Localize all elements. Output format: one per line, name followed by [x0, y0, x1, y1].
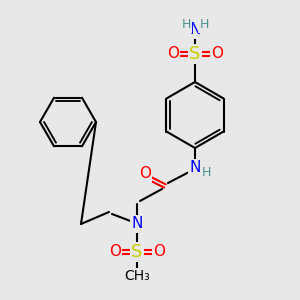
Text: N: N: [131, 217, 143, 232]
Text: O: O: [167, 46, 179, 62]
Text: O: O: [109, 244, 121, 260]
Text: H: H: [201, 166, 211, 178]
Text: O: O: [211, 46, 223, 62]
Text: N: N: [189, 22, 201, 38]
Text: H: H: [199, 19, 209, 32]
Text: N: N: [189, 160, 201, 175]
Text: O: O: [153, 244, 165, 260]
Text: H: H: [181, 19, 191, 32]
Text: O: O: [139, 167, 151, 182]
Text: S: S: [131, 243, 143, 261]
Text: S: S: [189, 45, 201, 63]
Text: CH₃: CH₃: [124, 269, 150, 283]
